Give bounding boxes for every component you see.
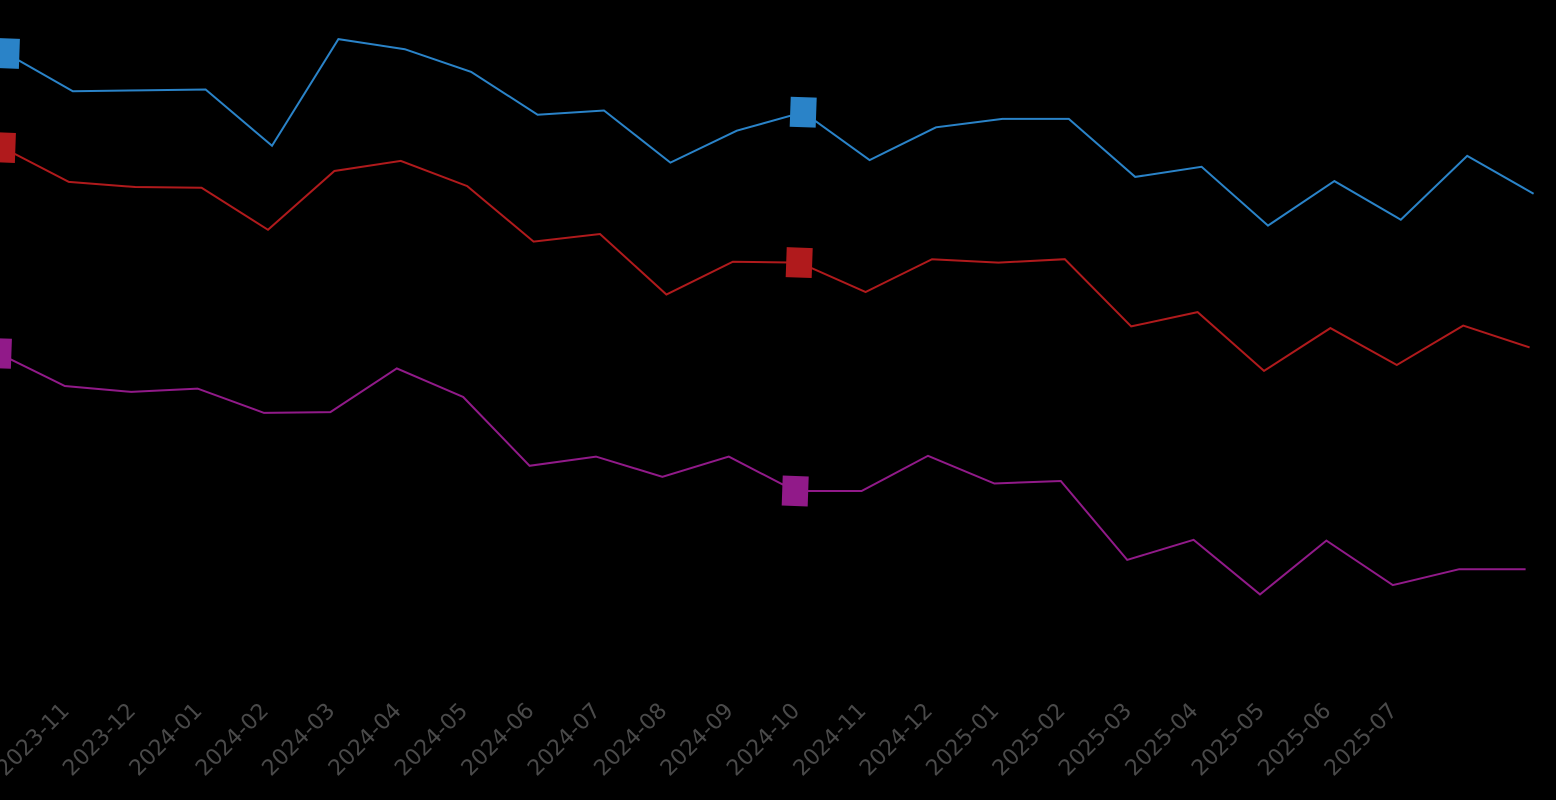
x-tick-label: 2025-04 — [1121, 699, 1204, 782]
x-tick-label: 2025-07 — [1320, 699, 1403, 782]
series-1-marker — [789, 96, 817, 128]
x-tick-label: 2024-06 — [457, 699, 540, 782]
x-tick-label: 2024-04 — [324, 699, 407, 782]
x-tick-label: 2024-02 — [191, 699, 274, 782]
x-tick-label: 2024-07 — [523, 699, 606, 782]
x-tick-label: 2024-09 — [656, 699, 739, 782]
series-1-marker — [0, 37, 20, 69]
series-lines — [0, 38, 1535, 596]
series-2-line — [0, 145, 1530, 373]
series-3-line — [0, 352, 1526, 596]
series-3-marker — [0, 337, 12, 369]
x-tick-label: 2024-11 — [789, 699, 872, 782]
series-markers — [0, 37, 817, 507]
x-tick-label: 2024-12 — [855, 699, 938, 782]
series-2-marker — [785, 247, 813, 279]
series-2-marker — [0, 132, 16, 163]
x-axis-tick-labels: 2023-112023-122024-012024-022024-032024-… — [0, 699, 1403, 782]
series-1-line — [0, 38, 1535, 227]
x-tick-label: 2025-05 — [1187, 699, 1270, 782]
series-3-marker — [781, 475, 809, 507]
x-tick-label: 2025-02 — [988, 699, 1071, 782]
x-tick-label: 2024-01 — [125, 699, 208, 782]
